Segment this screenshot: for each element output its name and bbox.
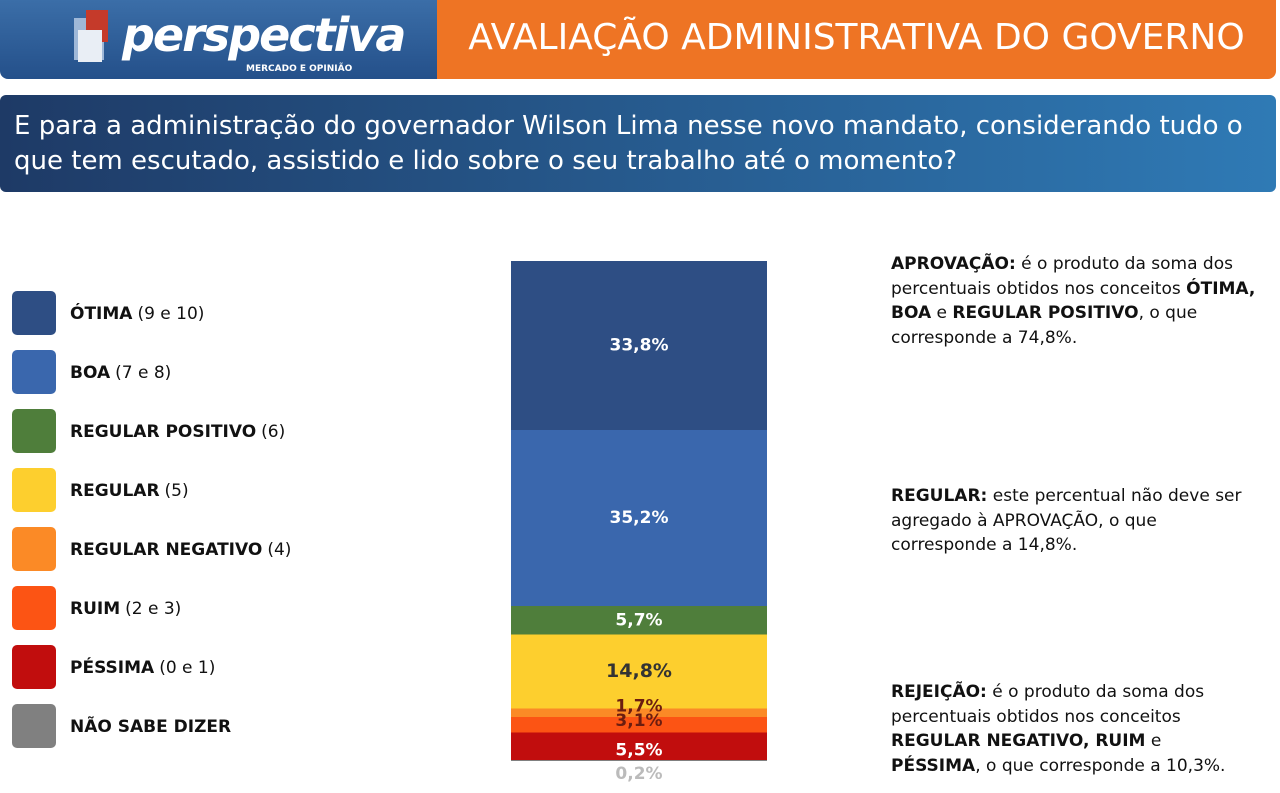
legend-name: PÉSSIMA bbox=[70, 656, 155, 678]
value-label: 33,8% bbox=[610, 336, 669, 356]
legend-swatch bbox=[12, 527, 56, 571]
legend-label: PÉSSIMA (0 e 1) bbox=[70, 656, 215, 678]
header-logo-panel: perspectiva MERCADO E OPINIÃO bbox=[0, 0, 437, 79]
legend-label: RUIM (2 e 3) bbox=[70, 599, 181, 619]
legend-label: ÓTIMA (9 e 10) bbox=[70, 302, 204, 324]
note-text: e bbox=[1145, 731, 1162, 751]
legend-swatch bbox=[12, 468, 56, 512]
legend-detail: (2 e 3) bbox=[125, 599, 181, 619]
note-text: APROVAÇÃO: bbox=[891, 254, 1016, 274]
legend-label: NÃO SABE DIZER bbox=[70, 714, 231, 737]
note-text: , o que corresponde a 74,8%. bbox=[891, 303, 1198, 348]
legend-name: ÓTIMA bbox=[70, 302, 133, 324]
logo: perspectiva bbox=[122, 8, 406, 62]
note: APROVAÇÃO: é o produto da soma dos perce… bbox=[891, 252, 1256, 350]
legend-name: REGULAR bbox=[70, 481, 160, 501]
legend-detail: (7 e 8) bbox=[115, 363, 171, 383]
note-text: é o produto da soma dos percentuais obti… bbox=[891, 254, 1233, 299]
legend-swatch bbox=[12, 704, 56, 748]
legend-swatch bbox=[12, 409, 56, 453]
value-label: 0,2% bbox=[615, 764, 662, 784]
legend-detail: (0 e 1) bbox=[159, 658, 215, 678]
legend-detail: (9 e 10) bbox=[137, 304, 204, 324]
value-label: 5,5% bbox=[615, 740, 662, 760]
logo-tagline: MERCADO E OPINIÃO bbox=[246, 64, 353, 74]
question: E para a administração do governador Wil… bbox=[0, 95, 1276, 192]
value-label: 14,8% bbox=[606, 660, 672, 682]
bar-segment bbox=[511, 634, 767, 709]
legend-label: REGULAR (5) bbox=[70, 481, 189, 501]
legend-swatch bbox=[12, 291, 56, 335]
value-label: 35,2% bbox=[610, 508, 669, 528]
bar-segment bbox=[511, 732, 767, 760]
legend-label: BOA (7 e 8) bbox=[70, 363, 171, 383]
bar-segment bbox=[511, 430, 767, 606]
header-title-panel bbox=[437, 0, 1276, 79]
legend-swatch bbox=[12, 586, 56, 630]
bar-segment bbox=[511, 606, 767, 635]
legend-label: REGULAR NEGATIVO (4) bbox=[70, 540, 291, 560]
logo-icon bbox=[74, 10, 108, 62]
bar-segment bbox=[511, 717, 767, 733]
value-label: 5,7% bbox=[615, 610, 662, 630]
note-text: REGULAR: bbox=[891, 486, 988, 506]
header-title: AVALIAÇÃO ADMINISTRATIVA DO GOVERNO bbox=[468, 17, 1245, 58]
legend-detail: (5) bbox=[165, 481, 189, 501]
note-text: REJEIÇÃO: bbox=[891, 682, 987, 702]
value-label: 3,1% bbox=[615, 711, 662, 731]
legend-detail: (6) bbox=[261, 422, 285, 442]
note-text: PÉSSIMA bbox=[891, 755, 976, 776]
legend-label: REGULAR POSITIVO (6) bbox=[70, 422, 285, 442]
bar-segment bbox=[511, 760, 767, 761]
note-text: , o que corresponde a 10,3%. bbox=[975, 755, 1226, 776]
legend-swatch bbox=[12, 350, 56, 394]
bar-segment bbox=[511, 708, 767, 717]
legend-name: RUIM bbox=[70, 599, 120, 619]
legend-name: NÃO SABE DIZER bbox=[70, 714, 231, 737]
legend-name: REGULAR POSITIVO bbox=[70, 422, 256, 442]
note-text: REGULAR NEGATIVO, RUIM bbox=[891, 731, 1146, 751]
legend-name: REGULAR NEGATIVO bbox=[70, 540, 262, 560]
note-text: é o produto da soma dos percentuais obti… bbox=[891, 682, 1205, 727]
legend-name: BOA bbox=[70, 363, 111, 383]
note-text: e bbox=[931, 303, 953, 323]
note-text: este percentual não deve ser agregado à … bbox=[891, 486, 1242, 555]
legend-swatch bbox=[12, 645, 56, 689]
legend-detail: (4) bbox=[267, 540, 291, 560]
bar-segment bbox=[511, 261, 767, 430]
note: REJEIÇÃO: é o produto da soma dos percen… bbox=[891, 680, 1256, 778]
note-text: ÓTIMA, BOA bbox=[891, 278, 1256, 324]
note-text: REGULAR POSITIVO bbox=[952, 303, 1139, 323]
value-label: 1,7% bbox=[615, 697, 662, 717]
note: REGULAR: este percentual não deve ser ag… bbox=[891, 484, 1256, 558]
